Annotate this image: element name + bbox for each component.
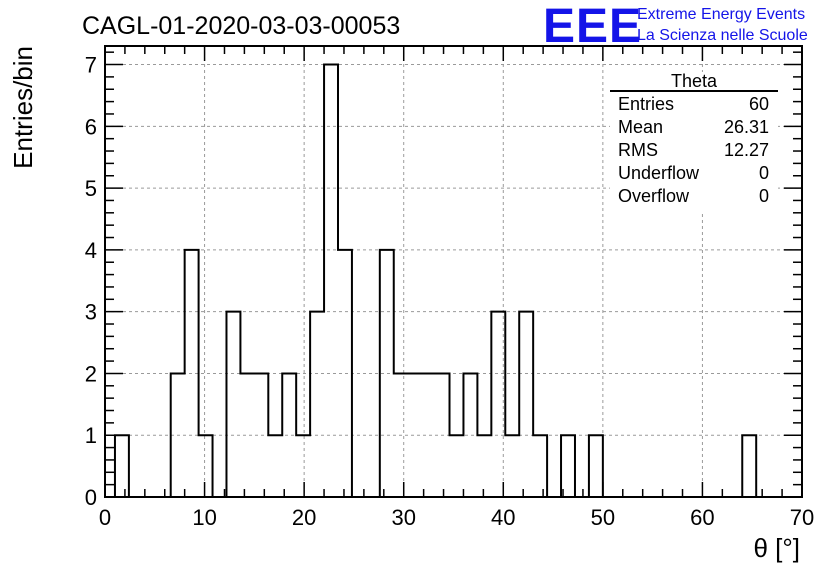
stat-mean-value: 26.31: [724, 117, 769, 137]
stat-underflow-label: Underflow: [618, 163, 700, 183]
brand-line-2: La Scienza nelle Scuole: [637, 27, 808, 44]
y-tick-label: 2: [85, 361, 97, 386]
stat-overflow-label: Overflow: [618, 186, 690, 206]
axis-ticks: [104, 46, 803, 498]
x-tick-label: 60: [690, 505, 714, 530]
stat-mean-label: Mean: [618, 117, 663, 137]
x-tick-label: 70: [790, 505, 814, 530]
x-tick-label: 50: [591, 505, 615, 530]
x-tick-label: 0: [99, 505, 111, 530]
x-tick-labels: 0 10 20 30 40 50 60 70: [99, 505, 814, 530]
x-tick-label: 20: [292, 505, 316, 530]
stat-entries-label: Entries: [618, 94, 674, 114]
stat-underflow-value: 0: [759, 163, 769, 183]
y-tick-labels: 0 1 2 3 4 5 6 7: [85, 53, 97, 510]
x-tick-label: 40: [491, 505, 515, 530]
x-tick-label: 10: [192, 505, 216, 530]
eee-logo: EEE Extreme Energy Events La Scienza nel…: [543, 0, 808, 53]
x-tick-label: 30: [391, 505, 415, 530]
y-tick-label: 6: [85, 114, 97, 139]
stats-box-title: Theta: [671, 71, 718, 91]
y-tick-label: 3: [85, 300, 97, 325]
y-tick-label: 7: [85, 53, 97, 78]
eee-logo-mark: EEE: [543, 0, 642, 53]
y-axis-title: Entries/bin: [8, 46, 38, 169]
y-tick-label: 0: [85, 485, 97, 510]
x-axis-title: θ [°]: [753, 533, 800, 563]
y-tick-label: 4: [85, 238, 97, 263]
stat-rms-value: 12.27: [724, 140, 769, 160]
stat-rms-label: RMS: [618, 140, 658, 160]
brand-line-1: Extreme Energy Events: [637, 6, 805, 23]
y-tick-label: 1: [85, 423, 97, 448]
run-title: CAGL-01-2020-03-03-00053: [82, 12, 400, 40]
plot-frame: [104, 45, 803, 498]
y-tick-label: 5: [85, 176, 97, 201]
stats-box-background: [610, 72, 778, 212]
stat-entries-value: 60: [749, 94, 769, 114]
stats-box: Theta Entries 60 Mean 26.31 RMS 12.27 Un…: [610, 71, 778, 212]
stat-overflow-value: 0: [759, 186, 769, 206]
